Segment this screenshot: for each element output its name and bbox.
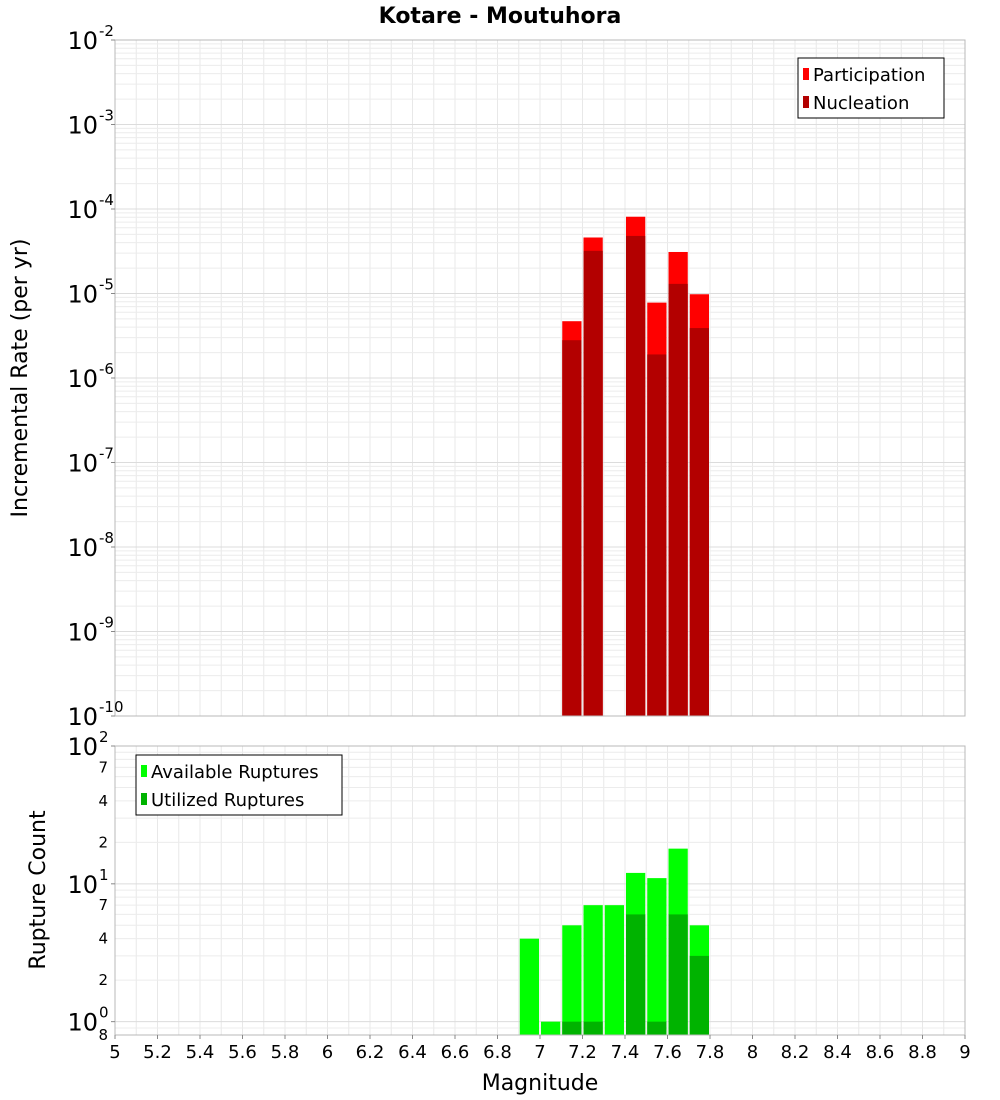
rate-y-tick-label: 10: [67, 619, 98, 647]
count-y-minor-tick-label: 7: [98, 896, 108, 914]
x-tick-label: 7.4: [611, 1042, 640, 1063]
x-tick-label: 7: [534, 1042, 545, 1063]
x-tick-label: 6: [322, 1042, 333, 1063]
rate-y-tick-exponent: -10: [99, 698, 124, 716]
x-tick-label: 6.4: [398, 1042, 427, 1063]
count-y-minor-tick-label: 2: [98, 971, 108, 989]
rate-legend-swatch: [803, 96, 809, 108]
count-bar-utilized-ruptures: [562, 1021, 582, 1035]
count-bar-utilized-ruptures: [647, 1021, 667, 1035]
rate-bar-nucleation: [626, 235, 646, 716]
rate-bar-nucleation: [647, 354, 667, 716]
rate-legend-label: Nucleation: [813, 93, 909, 114]
count-bar-utilized-ruptures: [626, 914, 646, 1035]
rate-y-tick-exponent: -3: [99, 107, 114, 125]
rate-legend-label: Participation: [813, 65, 925, 86]
count-y-tick-label: 10: [67, 733, 98, 761]
count-y-tick-exponent: 1: [99, 866, 109, 884]
rate-legend-swatch: [803, 68, 809, 80]
count-bar-available-ruptures: [647, 878, 667, 1035]
bottom-y-axis-label: Rupture Count: [26, 810, 51, 970]
x-tick-label: 8.4: [823, 1042, 852, 1063]
x-tick-label: 7.2: [568, 1042, 597, 1063]
count-legend-label: Available Ruptures: [151, 762, 319, 783]
count-y-tick-exponent: 0: [99, 1004, 109, 1022]
count-y-minor-tick-label: 4: [98, 930, 108, 948]
count-y-tick-label: 10: [67, 1009, 98, 1037]
count-bar-available-ruptures: [562, 925, 582, 1035]
x-tick-label: 6.2: [356, 1042, 385, 1063]
count-y-tick-label: 10: [67, 871, 98, 899]
count-bar-available-ruptures: [541, 1021, 561, 1035]
rate-y-tick-exponent: -9: [99, 614, 114, 632]
rate-y-tick-label: 10: [67, 281, 98, 309]
rate-y-tick-label: 10: [67, 534, 98, 562]
x-tick-label: 5.4: [186, 1042, 215, 1063]
rate-bar-nucleation: [562, 340, 582, 716]
x-tick-label: 5: [109, 1042, 120, 1063]
count-legend-label: Utilized Ruptures: [151, 790, 304, 811]
x-tick-label: 5.2: [143, 1042, 172, 1063]
count-bar-available-ruptures: [519, 938, 539, 1035]
rate-y-tick-label: 10: [67, 196, 98, 224]
x-tick-label: 5.6: [228, 1042, 257, 1063]
count-bar-utilized-ruptures: [668, 914, 688, 1035]
count-y-tick-exponent: 2: [99, 728, 109, 746]
chart-title: Kotare - Moutuhora: [379, 4, 622, 29]
count-legend: [135, 754, 343, 816]
rate-y-tick-exponent: -8: [99, 529, 114, 547]
x-tick-label: 8: [747, 1042, 758, 1063]
rate-bar-nucleation: [583, 250, 603, 716]
count-y-minor-tick-label: 7: [98, 758, 108, 776]
count-y-minor-tick-label: 4: [98, 792, 108, 810]
count-y-minor-tick-label: 2: [98, 833, 108, 851]
rate-y-tick-label: 10: [67, 703, 98, 731]
count-y-minor-tick-label: 8: [98, 1026, 108, 1044]
x-tick-label: 7.6: [653, 1042, 682, 1063]
x-tick-label: 6.8: [483, 1042, 512, 1063]
rate-y-tick-exponent: -6: [99, 360, 114, 378]
x-tick-label: 6.6: [441, 1042, 470, 1063]
rate-bar-nucleation: [689, 328, 709, 716]
x-tick-label: 8.6: [866, 1042, 895, 1063]
x-tick-label: 8.2: [781, 1042, 810, 1063]
rate-y-tick-label: 10: [67, 365, 98, 393]
count-bar-utilized-ruptures: [583, 1021, 603, 1035]
top-y-axis-label: Incremental Rate (per yr): [8, 239, 33, 518]
x-tick-label: 8.8: [908, 1042, 937, 1063]
count-legend-swatch: [141, 765, 147, 777]
rate-y-tick-exponent: -5: [99, 276, 114, 294]
count-bar-utilized-ruptures: [689, 955, 709, 1035]
rate-y-tick-exponent: -4: [99, 191, 114, 209]
rate-y-tick-label: 10: [67, 450, 98, 478]
x-tick-label: 7.8: [696, 1042, 725, 1063]
x-tick-label: 9: [959, 1042, 970, 1063]
x-tick-label: 5.8: [271, 1042, 300, 1063]
rate-y-tick-exponent: -7: [99, 445, 114, 463]
rate-legend: [797, 57, 945, 119]
rate-y-tick-label: 10: [67, 112, 98, 140]
count-bar-available-ruptures: [604, 905, 624, 1035]
rate-y-tick-label: 10: [67, 27, 98, 55]
rate-y-tick-exponent: -2: [99, 22, 114, 40]
count-bar-available-ruptures: [583, 905, 603, 1035]
x-axis-label: Magnitude: [482, 1071, 599, 1096]
rate-bar-nucleation: [668, 283, 688, 716]
count-legend-swatch: [141, 793, 147, 805]
